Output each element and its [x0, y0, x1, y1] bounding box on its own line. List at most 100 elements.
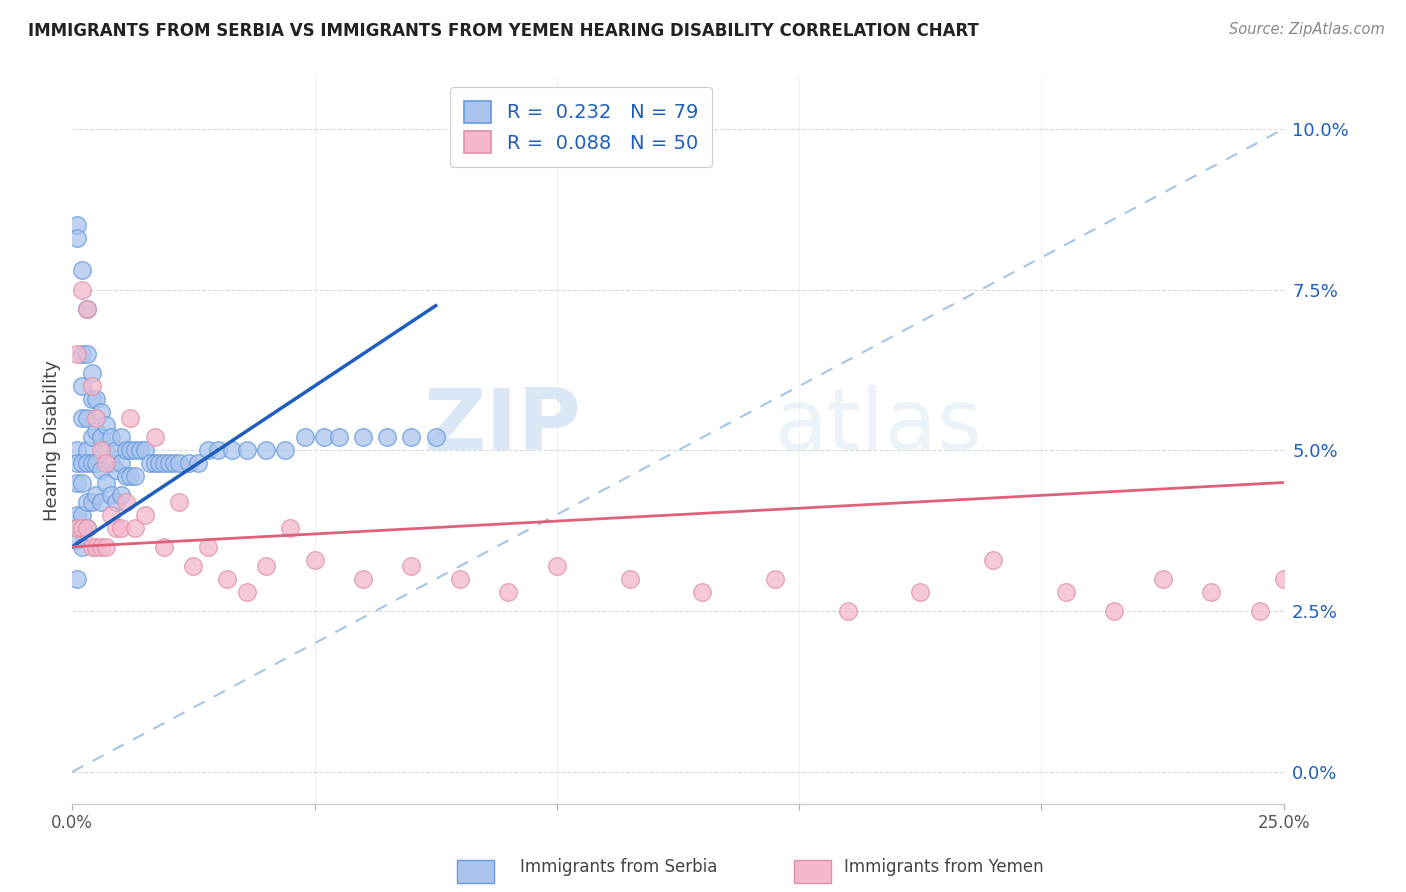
Point: [114, 469, 136, 483]
Point: [546, 559, 568, 574]
Point: [124, 469, 146, 483]
Point: [187, 456, 209, 470]
Point: [80, 392, 103, 406]
Point: [352, 430, 374, 444]
Point: [134, 443, 156, 458]
Point: [120, 469, 142, 483]
Point: [763, 572, 786, 586]
Point: [90, 443, 112, 458]
Text: IMMIGRANTS FROM SERBIA VS IMMIGRANTS FROM YEMEN HEARING DISABILITY CORRELATION C: IMMIGRANTS FROM SERBIA VS IMMIGRANTS FRO…: [28, 22, 979, 40]
Point: [70, 540, 93, 554]
Point: [274, 443, 297, 458]
Point: [76, 347, 98, 361]
Point: [70, 411, 93, 425]
Point: [80, 456, 103, 470]
Point: [66, 219, 89, 233]
Point: [90, 405, 112, 419]
Point: [86, 456, 108, 470]
Point: [1322, 584, 1344, 599]
Point: [981, 552, 1004, 566]
Point: [1199, 584, 1222, 599]
Point: [76, 520, 98, 534]
Point: [70, 456, 93, 470]
Point: [294, 430, 316, 444]
Point: [104, 520, 127, 534]
Point: [1152, 572, 1174, 586]
Point: [143, 456, 166, 470]
Point: [86, 488, 108, 502]
Point: [76, 301, 98, 316]
Point: [76, 520, 98, 534]
Point: [90, 540, 112, 554]
Point: [157, 456, 180, 470]
Point: [124, 443, 146, 458]
Point: [177, 456, 200, 470]
Point: [80, 430, 103, 444]
Point: [110, 456, 132, 470]
Point: [217, 572, 239, 586]
Point: [66, 456, 89, 470]
Point: [148, 456, 170, 470]
Point: [143, 430, 166, 444]
Point: [425, 430, 447, 444]
Point: [66, 520, 89, 534]
Point: [80, 495, 103, 509]
Point: [80, 540, 103, 554]
Point: [254, 559, 277, 574]
Point: [401, 430, 423, 444]
Point: [100, 430, 122, 444]
Point: [104, 495, 127, 509]
Point: [114, 443, 136, 458]
Point: [120, 443, 142, 458]
Text: Source: ZipAtlas.com: Source: ZipAtlas.com: [1229, 22, 1385, 37]
Point: [110, 520, 132, 534]
Point: [80, 366, 103, 380]
Point: [110, 488, 132, 502]
Point: [139, 456, 162, 470]
Point: [197, 540, 219, 554]
Point: [207, 443, 229, 458]
Legend: R =  0.232   N = 79, R =  0.088   N = 50: R = 0.232 N = 79, R = 0.088 N = 50: [450, 87, 711, 167]
Point: [86, 392, 108, 406]
Point: [90, 430, 112, 444]
Point: [76, 456, 98, 470]
Text: Immigrants from Yemen: Immigrants from Yemen: [844, 858, 1043, 876]
Point: [314, 430, 336, 444]
Point: [221, 443, 243, 458]
Point: [619, 572, 641, 586]
Point: [70, 379, 93, 393]
Point: [86, 411, 108, 425]
Point: [134, 508, 156, 522]
Point: [86, 540, 108, 554]
Point: [66, 231, 89, 245]
Point: [96, 475, 118, 490]
Text: Immigrants from Serbia: Immigrants from Serbia: [520, 858, 717, 876]
Point: [254, 443, 277, 458]
Point: [66, 520, 89, 534]
Point: [278, 520, 301, 534]
Point: [104, 443, 127, 458]
Point: [114, 495, 136, 509]
Y-axis label: Hearing Disability: Hearing Disability: [44, 360, 60, 521]
Point: [66, 572, 89, 586]
Text: ZIP: ZIP: [423, 384, 581, 467]
Point: [66, 533, 89, 548]
Point: [129, 443, 152, 458]
Point: [124, 520, 146, 534]
Point: [90, 463, 112, 477]
Point: [1054, 584, 1077, 599]
Point: [304, 552, 326, 566]
Point: [86, 424, 108, 438]
Point: [167, 456, 190, 470]
Point: [96, 417, 118, 432]
Point: [66, 443, 89, 458]
Point: [76, 411, 98, 425]
Point: [1249, 604, 1271, 618]
Point: [100, 488, 122, 502]
Point: [100, 456, 122, 470]
Point: [153, 540, 176, 554]
Point: [66, 508, 89, 522]
Point: [70, 263, 93, 277]
Point: [80, 379, 103, 393]
Point: [70, 283, 93, 297]
